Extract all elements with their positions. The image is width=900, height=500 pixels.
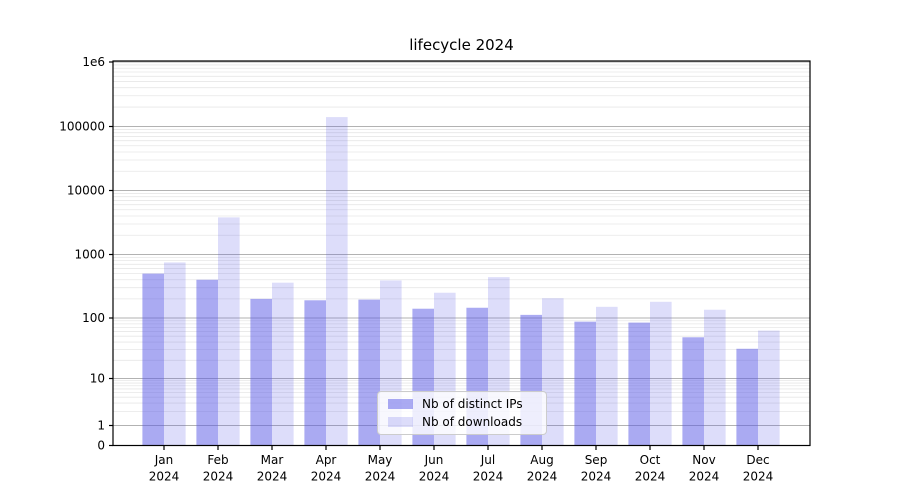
legend: Nb of distinct IPs Nb of downloads <box>377 391 547 435</box>
bar-downloads-mar <box>272 282 294 446</box>
legend-swatch-downloads-icon <box>388 417 413 427</box>
x-tick-label-year: 2024 <box>203 470 234 484</box>
bar-distinct-ips-mar <box>250 298 272 446</box>
bar-downloads-nov <box>704 309 726 446</box>
x-tick-label-month: Nov <box>692 453 715 467</box>
chart-title: lifecycle 2024 <box>409 36 514 54</box>
x-tick-label-month: Oct <box>640 453 661 467</box>
x-tick-label-year: 2024 <box>743 470 774 484</box>
plot-border <box>112 60 811 447</box>
x-tick-label-month: Jan <box>154 453 174 467</box>
bar-distinct-ips-oct <box>628 322 650 446</box>
legend-swatch-distinct-ips-icon <box>388 399 413 409</box>
x-tick-label-year: 2024 <box>149 470 180 484</box>
bar-downloads-sep <box>596 306 618 446</box>
y-tick-label: 100000 <box>59 120 105 134</box>
x-tick-label-month: Mar <box>261 453 284 467</box>
bar-distinct-ips-jan <box>142 273 164 446</box>
y-tick-label: 1e6 <box>82 55 105 69</box>
bar-downloads-dec <box>758 330 780 446</box>
x-tick-label-month: Dec <box>746 453 769 467</box>
bar-distinct-ips-apr <box>304 300 326 446</box>
legend-label-downloads: Nb of downloads <box>422 415 523 429</box>
bar-downloads-feb <box>218 217 240 446</box>
legend-label-distinct-ips: Nb of distinct IPs <box>422 397 523 411</box>
bar-distinct-ips-feb <box>196 279 218 446</box>
y-tick-label: 10000 <box>67 184 105 198</box>
x-tick-label-month: May <box>368 453 393 467</box>
x-tick-label-year: 2024 <box>689 470 720 484</box>
legend-item-downloads: Nb of downloads <box>388 415 536 429</box>
bar-downloads-aug <box>542 298 564 446</box>
bar-distinct-ips-nov <box>682 337 704 446</box>
y-tick-label: 100 <box>82 311 105 325</box>
x-tick-label-year: 2024 <box>365 470 396 484</box>
bar-downloads-jan <box>164 262 186 446</box>
y-tick-label: 10 <box>90 372 105 386</box>
x-tick-label-year: 2024 <box>419 470 450 484</box>
bar-downloads-oct <box>650 301 672 446</box>
x-tick-label-month: Jul <box>480 453 495 467</box>
x-tick-label-month: Aug <box>530 453 553 467</box>
x-tick-label-year: 2024 <box>527 470 558 484</box>
x-tick-label-month: Apr <box>316 453 337 467</box>
bar-downloads-apr <box>326 117 348 446</box>
x-tick-label-month: Feb <box>207 453 228 467</box>
x-tick-label-year: 2024 <box>635 470 666 484</box>
y-tick-label: 1 <box>97 419 105 433</box>
bar-distinct-ips-may <box>358 299 380 446</box>
y-tick-label: 0 <box>97 439 105 453</box>
legend-item-distinct-ips: Nb of distinct IPs <box>388 397 536 411</box>
y-tick-label: 1000 <box>74 248 105 262</box>
x-tick-label-year: 2024 <box>311 470 342 484</box>
bar-distinct-ips-dec <box>736 348 758 446</box>
x-tick-label-year: 2024 <box>473 470 504 484</box>
x-tick-label-year: 2024 <box>257 470 288 484</box>
x-tick-label-month: Jun <box>424 453 444 467</box>
x-tick-label-year: 2024 <box>581 470 612 484</box>
bar-distinct-ips-sep <box>574 321 596 446</box>
x-tick-label-month: Sep <box>585 453 608 467</box>
